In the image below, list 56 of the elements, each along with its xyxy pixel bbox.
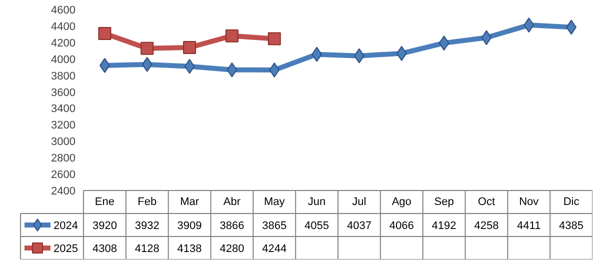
data-label: 4308	[92, 243, 117, 255]
data-label: 4055	[304, 220, 330, 232]
x-tick-label: May	[264, 196, 286, 208]
legend-label: 2024	[54, 220, 78, 232]
data-label: 4138	[177, 243, 202, 255]
y-tick-label: 4200	[51, 37, 76, 50]
x-tick-label: Abr	[223, 196, 241, 208]
data-label: 4037	[346, 220, 372, 232]
data-label: 3866	[220, 220, 244, 232]
y-tick-label: 2400	[51, 186, 76, 198]
x-tick-label: Feb	[138, 196, 157, 208]
x-tick-label: Jul	[352, 196, 366, 208]
point	[140, 42, 154, 55]
y-tick-label: 4600	[51, 4, 76, 16]
data-label: 4385	[559, 220, 584, 232]
point	[98, 27, 112, 40]
x-tick-label: Ago	[392, 196, 412, 208]
y-tick-label: 4000	[51, 54, 76, 66]
point	[226, 62, 238, 78]
data-label: 3909	[177, 220, 202, 232]
x-tick-label: Mar	[180, 196, 200, 208]
data-label: 3865	[262, 220, 287, 232]
point	[438, 36, 450, 51]
point	[184, 58, 195, 74]
point	[524, 18, 534, 33]
x-tick-label: Sep	[434, 196, 454, 208]
y-tick-label: 3200	[51, 120, 76, 132]
point	[225, 29, 238, 42]
legend-label: 2025	[54, 243, 78, 255]
point	[396, 46, 407, 61]
point	[269, 62, 280, 78]
data-label: 4411	[517, 220, 541, 232]
x-tick-label: Nov	[519, 196, 540, 208]
point	[268, 32, 281, 46]
data-label: 4128	[134, 243, 160, 255]
point	[142, 56, 152, 72]
point	[481, 30, 492, 46]
y-tick-label: 3000	[51, 136, 76, 148]
y-tick-label: 3600	[51, 86, 76, 99]
data-label: 3932	[134, 220, 160, 232]
data-label: 4244	[262, 243, 287, 255]
data-label: 4066	[389, 220, 414, 232]
y-tick-label: 3800	[51, 70, 76, 82]
data-label: 4192	[432, 220, 456, 232]
x-tick-label: Oct	[478, 196, 496, 208]
x-tick-label: Ene	[94, 196, 114, 208]
x-tick-label: Jun	[308, 196, 326, 208]
y-tick-label: 2800	[51, 152, 76, 165]
data-label: 4258	[474, 220, 499, 232]
y-tick-label: 2600	[51, 169, 76, 182]
y-tick-label: 3400	[51, 103, 76, 116]
x-tick-label: Dic	[563, 196, 580, 208]
data-label: 3920	[92, 220, 117, 232]
data-label: 4280	[220, 243, 244, 255]
y-tick-label: 4400	[51, 20, 76, 33]
point	[183, 41, 196, 54]
